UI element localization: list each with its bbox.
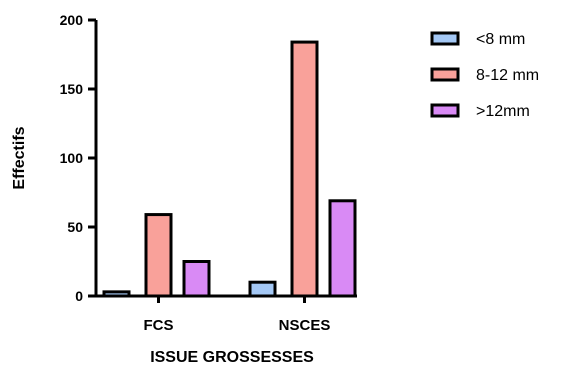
- legend-label: <8 mm: [476, 31, 525, 48]
- x-tick-label: NSCES: [279, 317, 331, 334]
- y-tick-label: 0: [75, 288, 83, 304]
- y-tick-label: 100: [60, 150, 84, 166]
- y-ticks: 0 50 100 150 200: [60, 12, 96, 304]
- bar: [248, 280, 277, 298]
- y-axis-title: Effectifs: [11, 126, 28, 189]
- y-tick-label: 200: [60, 12, 84, 28]
- legend: <8 mm 8-12 mm >12mm: [430, 31, 539, 120]
- x-tick-label: FCS: [144, 317, 174, 334]
- bar: [328, 199, 357, 298]
- bar: [182, 260, 211, 298]
- legend-label: >12mm: [476, 103, 530, 120]
- legend-swatch: [430, 67, 460, 82]
- legend-swatch: [430, 31, 460, 46]
- x-ticks: FCS NSCES: [144, 296, 331, 334]
- bar: [144, 213, 173, 298]
- legend-label: 8-12 mm: [476, 67, 539, 84]
- y-tick-label: 150: [60, 81, 84, 97]
- bar: [290, 40, 319, 298]
- bars-layer: [102, 40, 357, 298]
- y-tick-label: 50: [67, 219, 83, 235]
- legend-swatch: [430, 103, 460, 118]
- x-axis-title: ISSUE GROSSESSES: [150, 349, 314, 366]
